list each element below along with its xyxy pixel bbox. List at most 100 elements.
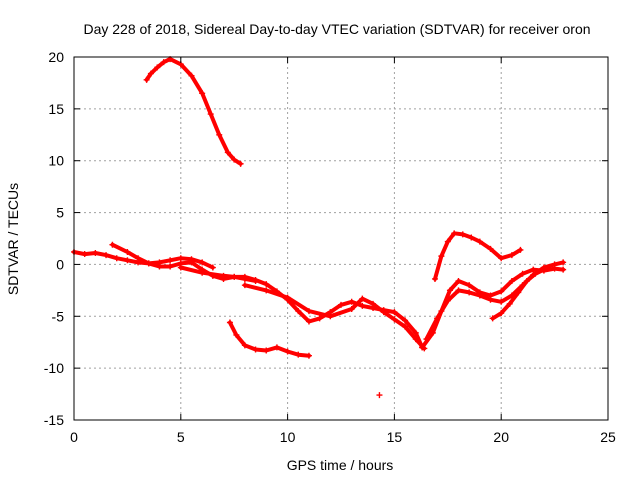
x-tick-label: 0 — [70, 429, 78, 445]
y-tick-label: -5 — [52, 308, 65, 324]
data-point — [560, 259, 567, 266]
data-point — [92, 250, 99, 257]
data-point — [156, 263, 163, 270]
data-point — [551, 261, 558, 268]
y-tick-label: 15 — [48, 101, 64, 117]
data-point — [233, 331, 240, 338]
data-point — [560, 266, 567, 273]
data-point — [263, 347, 270, 354]
data-point — [498, 255, 505, 262]
data-point — [160, 59, 167, 66]
data-point — [167, 257, 174, 264]
data-point — [338, 301, 344, 308]
data-point — [103, 252, 110, 259]
data-point — [466, 282, 473, 289]
data-point — [231, 156, 238, 163]
data-point — [263, 287, 270, 294]
data-point — [316, 315, 323, 322]
data-point — [177, 255, 184, 262]
data-point — [412, 336, 419, 343]
chart-title: Day 228 of 2018, Sidereal Day-to-day VTE… — [83, 21, 590, 37]
data-point — [519, 270, 526, 277]
series-line — [227, 320, 311, 358]
data-point — [402, 323, 409, 330]
data-point — [252, 276, 259, 283]
data-point — [402, 317, 409, 324]
data-point — [376, 392, 383, 399]
series-arc-upper-right — [431, 230, 524, 282]
data-point — [305, 318, 312, 325]
data-point — [226, 319, 233, 326]
data-point — [220, 272, 227, 279]
data-point — [498, 298, 505, 305]
data-point — [444, 238, 451, 245]
data-point — [237, 160, 244, 167]
data-point — [273, 344, 280, 351]
y-tick-label: -15 — [44, 412, 64, 428]
data-point — [540, 266, 547, 273]
plot-area — [71, 56, 567, 399]
data-point — [143, 76, 150, 83]
data-point — [124, 257, 131, 264]
data-point — [391, 316, 398, 323]
data-point — [455, 287, 462, 294]
data-point — [508, 252, 515, 259]
data-point — [145, 260, 152, 267]
data-point — [305, 352, 312, 359]
data-point — [476, 292, 483, 299]
data-point — [530, 266, 537, 273]
series-arc-mid — [177, 264, 426, 351]
x-tick-label: 10 — [280, 429, 296, 445]
data-point — [252, 346, 259, 353]
x-axis-label: GPS time / hours — [287, 457, 394, 473]
data-point — [423, 336, 430, 343]
series-arc-low — [226, 319, 312, 359]
data-point — [348, 298, 355, 305]
data-point — [380, 309, 387, 316]
data-point — [231, 273, 238, 280]
data-point — [506, 300, 513, 307]
y-tick-label: 20 — [48, 49, 64, 65]
data-point — [224, 149, 231, 156]
data-point — [81, 251, 88, 258]
plot-frame — [73, 56, 609, 421]
data-point — [216, 131, 223, 138]
data-point — [295, 308, 302, 315]
data-point — [370, 300, 377, 307]
x-tick-label: 15 — [387, 429, 403, 445]
data-point — [498, 310, 505, 317]
data-point — [241, 282, 248, 289]
y-tick-label: 10 — [48, 153, 64, 169]
series-arc-mid-b — [241, 282, 428, 352]
data-point — [489, 315, 496, 322]
data-point — [284, 294, 291, 301]
data-point — [412, 329, 419, 336]
data-point — [434, 315, 441, 322]
data-point — [124, 248, 131, 255]
data-point — [305, 308, 312, 315]
data-point — [487, 245, 494, 252]
data-point — [154, 64, 161, 71]
data-point — [135, 255, 142, 262]
data-point — [431, 275, 438, 282]
y-tick-label: 5 — [56, 205, 64, 221]
data-point — [438, 253, 445, 260]
data-point — [523, 278, 530, 285]
data-point — [241, 273, 248, 280]
data-point — [147, 70, 154, 77]
data-point — [476, 238, 483, 245]
data-point — [167, 263, 174, 270]
data-point — [109, 241, 116, 248]
data-point — [199, 269, 206, 276]
x-tick-label: 5 — [177, 429, 185, 445]
data-point — [295, 351, 302, 358]
data-point — [466, 289, 473, 296]
series-arc-high — [143, 56, 244, 167]
data-point — [419, 344, 426, 351]
y-axis-label: SDTVAR / TECUs — [5, 183, 21, 295]
data-point — [188, 72, 195, 79]
data-point — [451, 230, 458, 237]
data-point — [508, 278, 515, 285]
data-point — [468, 234, 475, 241]
